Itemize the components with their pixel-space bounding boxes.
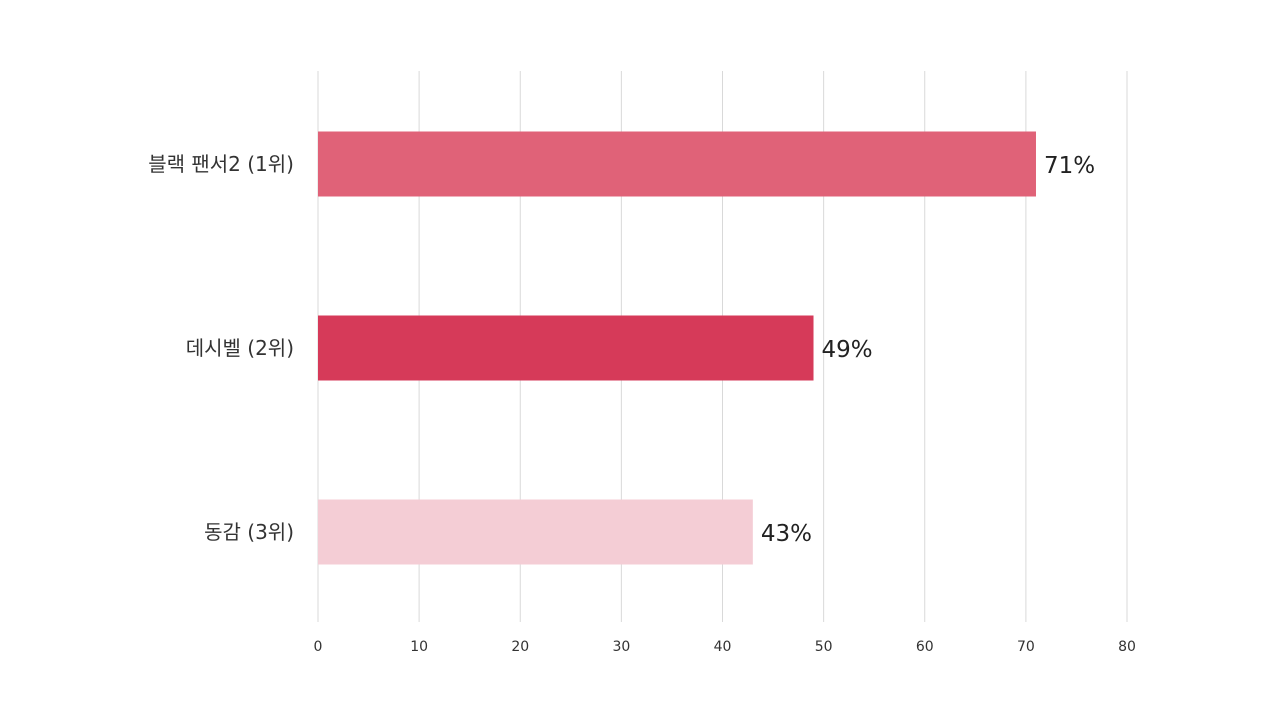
data-label: 43%	[761, 521, 812, 547]
x-tick-label: 60	[916, 639, 934, 655]
x-tick-label: 40	[714, 639, 732, 655]
x-tick-label: 20	[511, 639, 529, 655]
x-tick-label: 70	[1017, 639, 1035, 655]
category-label: 동감 (3위)	[204, 520, 294, 544]
category-label: 데시벨 (2위)	[186, 336, 294, 360]
bar	[318, 499, 753, 565]
x-tick-label: 30	[612, 639, 630, 655]
x-tick-label: 80	[1118, 639, 1136, 655]
bars	[318, 131, 1036, 565]
category-label: 블랙 팬서2 (1위)	[148, 152, 294, 176]
bar	[318, 131, 1036, 197]
x-tick-label: 0	[314, 639, 323, 655]
labels: 0 10 20 30 40 50 60 70 80 블랙 팬서2 (1위) 71% 데시벨 (2위) 4…	[148, 152, 1136, 655]
bar	[318, 315, 814, 381]
x-tick-label: 50	[815, 639, 833, 655]
data-label: 71%	[1044, 153, 1095, 179]
x-tick-label: 10	[410, 639, 428, 655]
data-label: 49%	[822, 337, 873, 363]
